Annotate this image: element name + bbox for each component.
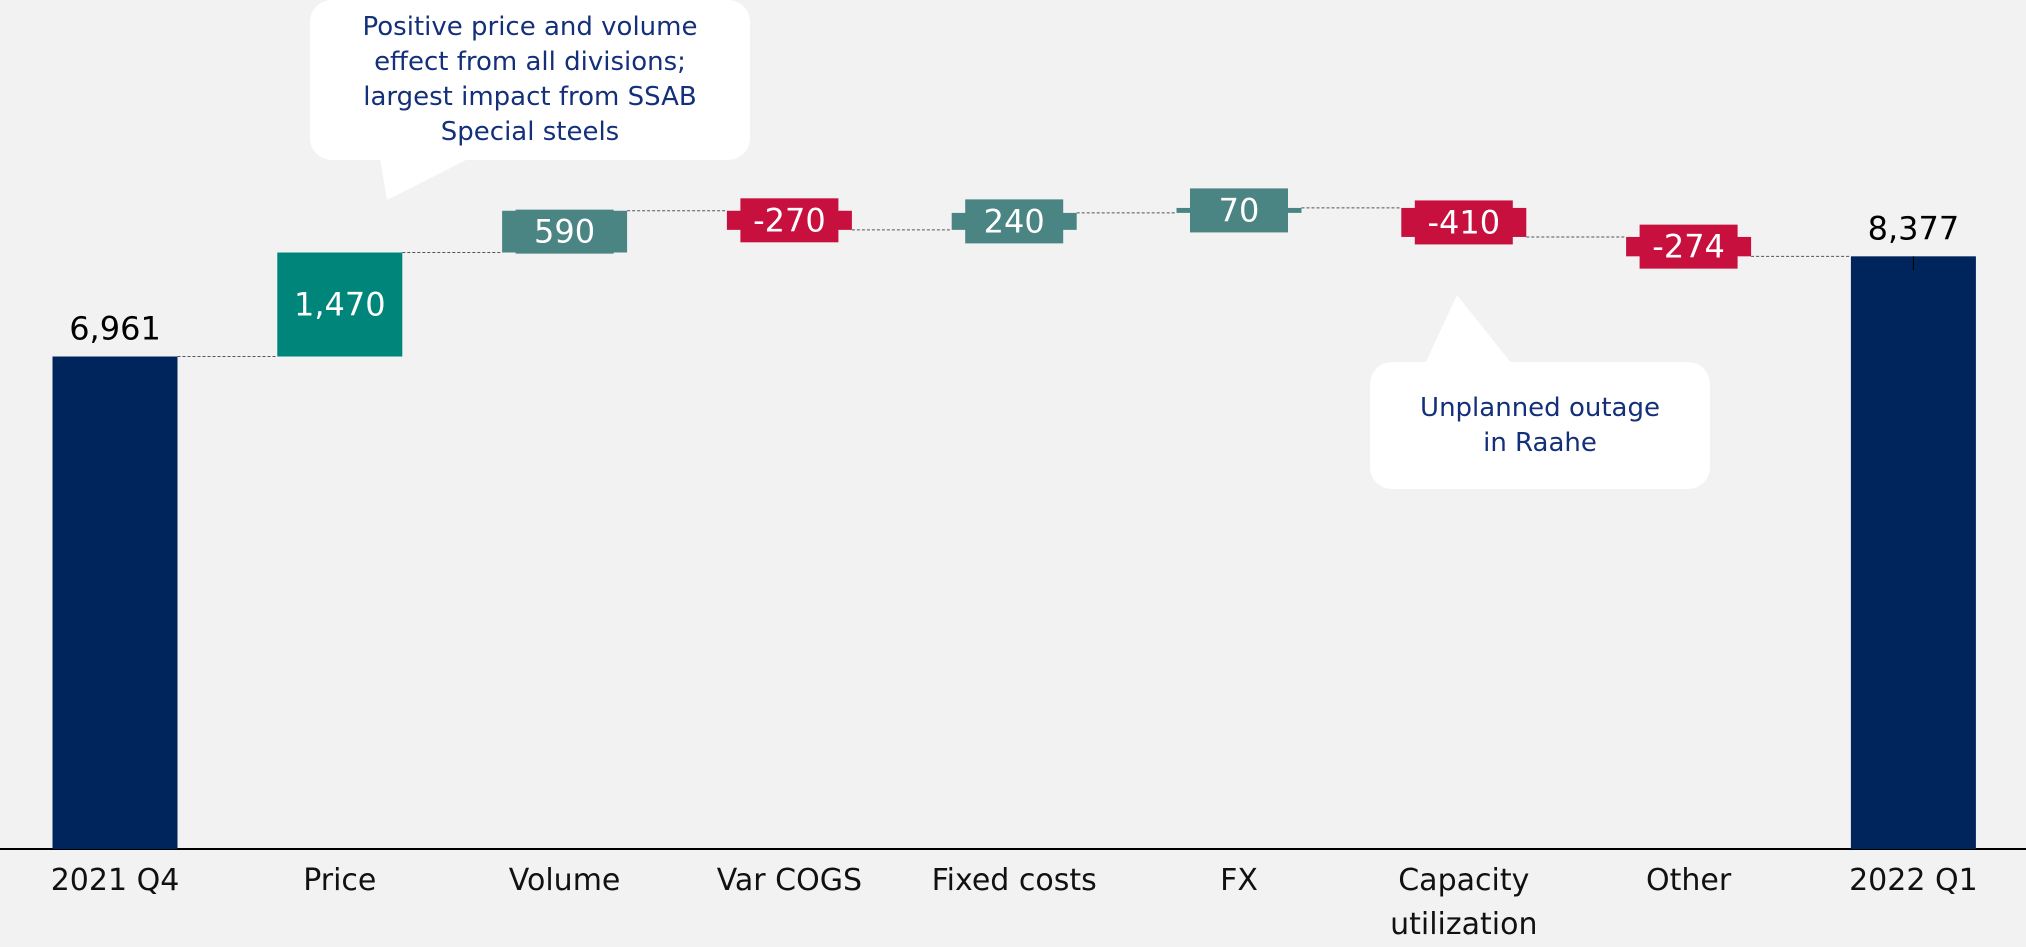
annotation: Unplanned outage in Raahe (1420, 392, 1660, 458)
callout: Positive price and volume effect from al… (310, 0, 750, 160)
x-tick-label: Var COGS (716, 863, 863, 898)
x-tick-label: 2022 Q1 (1849, 863, 1978, 898)
value-label: 1,470 (294, 286, 386, 324)
bar (1850, 256, 1976, 849)
label-box (1414, 200, 1513, 245)
value-label: -274 (1652, 228, 1725, 266)
callout-tail (380, 158, 470, 200)
annotation: Positive price and volume effect from al… (362, 12, 698, 147)
x-tick-label: Price (303, 863, 377, 898)
value-label: 8,377 (1868, 209, 1960, 247)
x-tick-label: Volume (508, 863, 621, 898)
label-box (1639, 224, 1738, 269)
label-box (515, 209, 614, 254)
x-tick-label: FX (1220, 863, 1258, 898)
value-label: 6,961 (69, 310, 161, 348)
x-tick-label: Capacity utilization (1390, 863, 1538, 942)
value-label: 70 (1219, 191, 1260, 229)
bar (277, 252, 403, 357)
value-label: 590 (534, 213, 595, 251)
x-tick-label: Fixed costs (931, 863, 1097, 898)
x-tick-label: Other (1646, 863, 1732, 898)
callout-tail (1425, 295, 1512, 364)
callout: Unplanned outage in Raahe (1370, 362, 1710, 489)
x-tick-label: 2021 Q4 (50, 863, 180, 898)
label-box (740, 198, 839, 243)
value-label: 240 (984, 202, 1045, 240)
value-label: -270 (753, 201, 826, 239)
value-label: -410 (1427, 203, 1500, 241)
label-box (965, 199, 1064, 244)
bar (52, 356, 178, 849)
label-box (1190, 188, 1288, 233)
